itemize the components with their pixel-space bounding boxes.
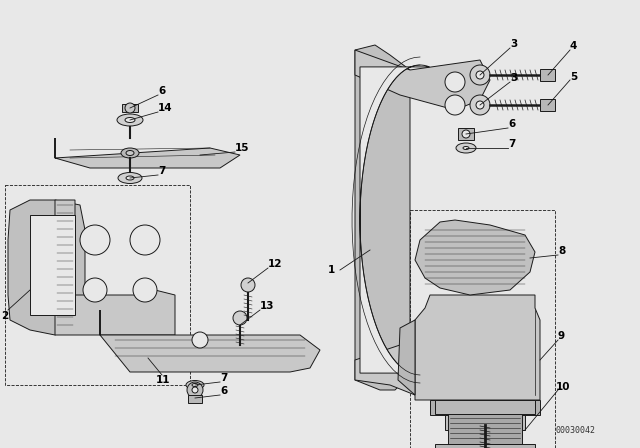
Circle shape: [470, 65, 490, 85]
Bar: [458, 128, 474, 140]
Ellipse shape: [125, 117, 135, 122]
Text: 7: 7: [508, 139, 515, 149]
Bar: [448, 414, 522, 444]
Circle shape: [233, 311, 247, 325]
Text: 5: 5: [570, 72, 577, 82]
Text: 7: 7: [220, 373, 227, 383]
Ellipse shape: [463, 146, 469, 150]
Text: 6: 6: [158, 86, 165, 96]
Text: 3: 3: [510, 39, 517, 49]
Circle shape: [476, 71, 484, 79]
Ellipse shape: [186, 380, 204, 389]
Circle shape: [462, 130, 470, 138]
Text: 13: 13: [260, 301, 275, 311]
Text: 3: 3: [510, 73, 517, 83]
Text: 6: 6: [220, 386, 227, 396]
Ellipse shape: [118, 172, 142, 184]
Circle shape: [80, 225, 110, 255]
Polygon shape: [55, 200, 175, 335]
Ellipse shape: [121, 148, 139, 158]
Text: 11: 11: [156, 375, 170, 385]
Text: 7: 7: [158, 166, 165, 176]
Polygon shape: [55, 138, 240, 168]
Bar: [5, 185, 190, 385]
Text: 10: 10: [556, 382, 570, 392]
Polygon shape: [100, 310, 320, 372]
Text: 4: 4: [570, 41, 577, 51]
Circle shape: [133, 278, 157, 302]
Ellipse shape: [126, 176, 134, 180]
Text: 00030042: 00030042: [555, 426, 595, 435]
Polygon shape: [355, 345, 475, 395]
Polygon shape: [540, 69, 555, 81]
Circle shape: [83, 278, 107, 302]
Text: 8: 8: [558, 246, 565, 256]
Circle shape: [241, 278, 255, 292]
Polygon shape: [355, 45, 410, 390]
Polygon shape: [415, 295, 540, 400]
Circle shape: [192, 332, 208, 348]
Bar: [188, 395, 202, 403]
Polygon shape: [430, 400, 540, 415]
Bar: [435, 400, 535, 414]
Ellipse shape: [117, 114, 143, 126]
Text: 12: 12: [268, 259, 282, 269]
Polygon shape: [360, 65, 429, 375]
Polygon shape: [445, 415, 525, 430]
Circle shape: [187, 382, 203, 398]
Ellipse shape: [126, 151, 134, 155]
Text: 14: 14: [158, 103, 173, 113]
Text: 6: 6: [508, 119, 515, 129]
Text: 9: 9: [558, 331, 565, 341]
Circle shape: [445, 72, 465, 92]
Bar: [435, 444, 535, 448]
Polygon shape: [398, 320, 415, 395]
Circle shape: [192, 387, 198, 393]
Bar: [410, 210, 555, 448]
Circle shape: [470, 95, 490, 115]
Circle shape: [476, 101, 484, 109]
Polygon shape: [122, 104, 138, 112]
Circle shape: [125, 103, 135, 113]
Ellipse shape: [456, 143, 476, 153]
Polygon shape: [30, 215, 75, 315]
Text: 1: 1: [328, 265, 335, 275]
Circle shape: [130, 225, 160, 255]
Polygon shape: [8, 200, 85, 335]
Text: 15: 15: [235, 143, 250, 153]
Polygon shape: [355, 50, 490, 110]
Text: 2: 2: [1, 311, 8, 321]
Polygon shape: [415, 220, 535, 295]
Polygon shape: [540, 99, 555, 111]
Circle shape: [445, 95, 465, 115]
Ellipse shape: [192, 383, 198, 387]
